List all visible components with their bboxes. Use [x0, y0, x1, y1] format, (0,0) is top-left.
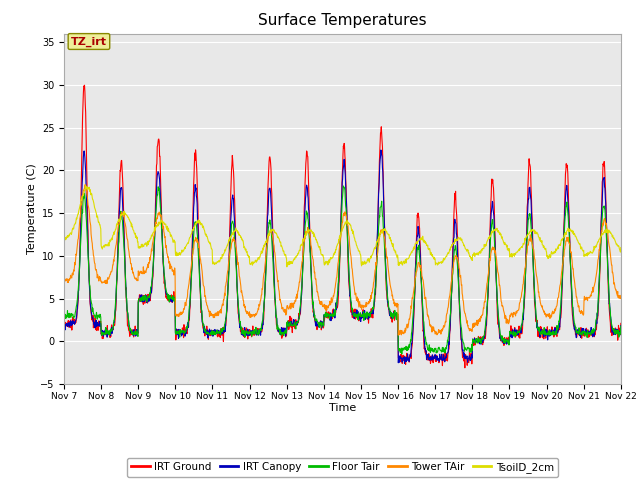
IRT Canopy	[60, 318, 68, 324]
Line: IRT Canopy: IRT Canopy	[64, 150, 621, 363]
TsoilD_2cm	[246, 262, 254, 267]
Floor Tair	[398, 351, 406, 357]
IRT Ground	[617, 321, 625, 326]
IRT Ground	[60, 317, 68, 323]
IRT Canopy	[502, 336, 510, 342]
TsoilD_2cm	[502, 242, 510, 248]
Text: TZ_irt: TZ_irt	[71, 36, 107, 47]
Floor Tair	[184, 322, 191, 327]
IRT Canopy	[401, 360, 408, 366]
TsoilD_2cm	[82, 183, 90, 189]
IRT Ground	[461, 365, 468, 371]
Line: TsoilD_2cm: TsoilD_2cm	[64, 186, 621, 267]
IRT Canopy	[617, 323, 625, 328]
Tower TAir	[429, 324, 437, 330]
IRT Canopy	[170, 295, 178, 300]
Floor Tair	[170, 297, 178, 303]
Line: Floor Tair: Floor Tair	[64, 186, 621, 354]
IRT Canopy	[377, 147, 385, 153]
IRT Ground	[429, 360, 437, 366]
Floor Tair	[60, 312, 68, 318]
IRT Canopy	[429, 354, 437, 360]
Line: IRT Ground: IRT Ground	[64, 85, 621, 368]
Floor Tair	[340, 183, 348, 189]
TsoilD_2cm	[617, 245, 625, 251]
IRT Ground	[171, 293, 179, 299]
IRT Ground	[184, 323, 192, 328]
IRT Ground	[502, 335, 510, 341]
Tower TAir	[502, 320, 510, 326]
IRT Ground	[552, 329, 559, 335]
Floor Tair	[617, 324, 625, 329]
Tower TAir	[81, 182, 89, 188]
IRT Canopy	[184, 320, 191, 325]
Tower TAir	[171, 265, 179, 271]
TsoilD_2cm	[60, 234, 68, 240]
TsoilD_2cm	[552, 250, 559, 255]
Y-axis label: Temperature (C): Temperature (C)	[27, 163, 37, 254]
TsoilD_2cm	[429, 254, 437, 260]
IRT Canopy	[552, 326, 559, 332]
Tower TAir	[184, 286, 192, 292]
Line: Tower TAir: Tower TAir	[64, 185, 621, 335]
Tower TAir	[394, 332, 402, 338]
IRT Canopy	[246, 331, 254, 337]
X-axis label: Time: Time	[329, 403, 356, 413]
Tower TAir	[552, 308, 559, 313]
Floor Tair	[552, 328, 559, 334]
Title: Surface Temperatures: Surface Temperatures	[258, 13, 427, 28]
Floor Tair	[246, 329, 254, 335]
Tower TAir	[246, 311, 254, 317]
IRT Ground	[246, 331, 254, 337]
TsoilD_2cm	[171, 239, 179, 245]
TsoilD_2cm	[184, 240, 192, 246]
Legend: IRT Ground, IRT Canopy, Floor Tair, Tower TAir, TsoilD_2cm: IRT Ground, IRT Canopy, Floor Tair, Towe…	[127, 457, 558, 477]
TsoilD_2cm	[283, 264, 291, 270]
Floor Tair	[429, 348, 437, 353]
Floor Tair	[502, 336, 510, 342]
Tower TAir	[60, 280, 68, 286]
IRT Ground	[81, 83, 88, 88]
Tower TAir	[617, 295, 625, 301]
